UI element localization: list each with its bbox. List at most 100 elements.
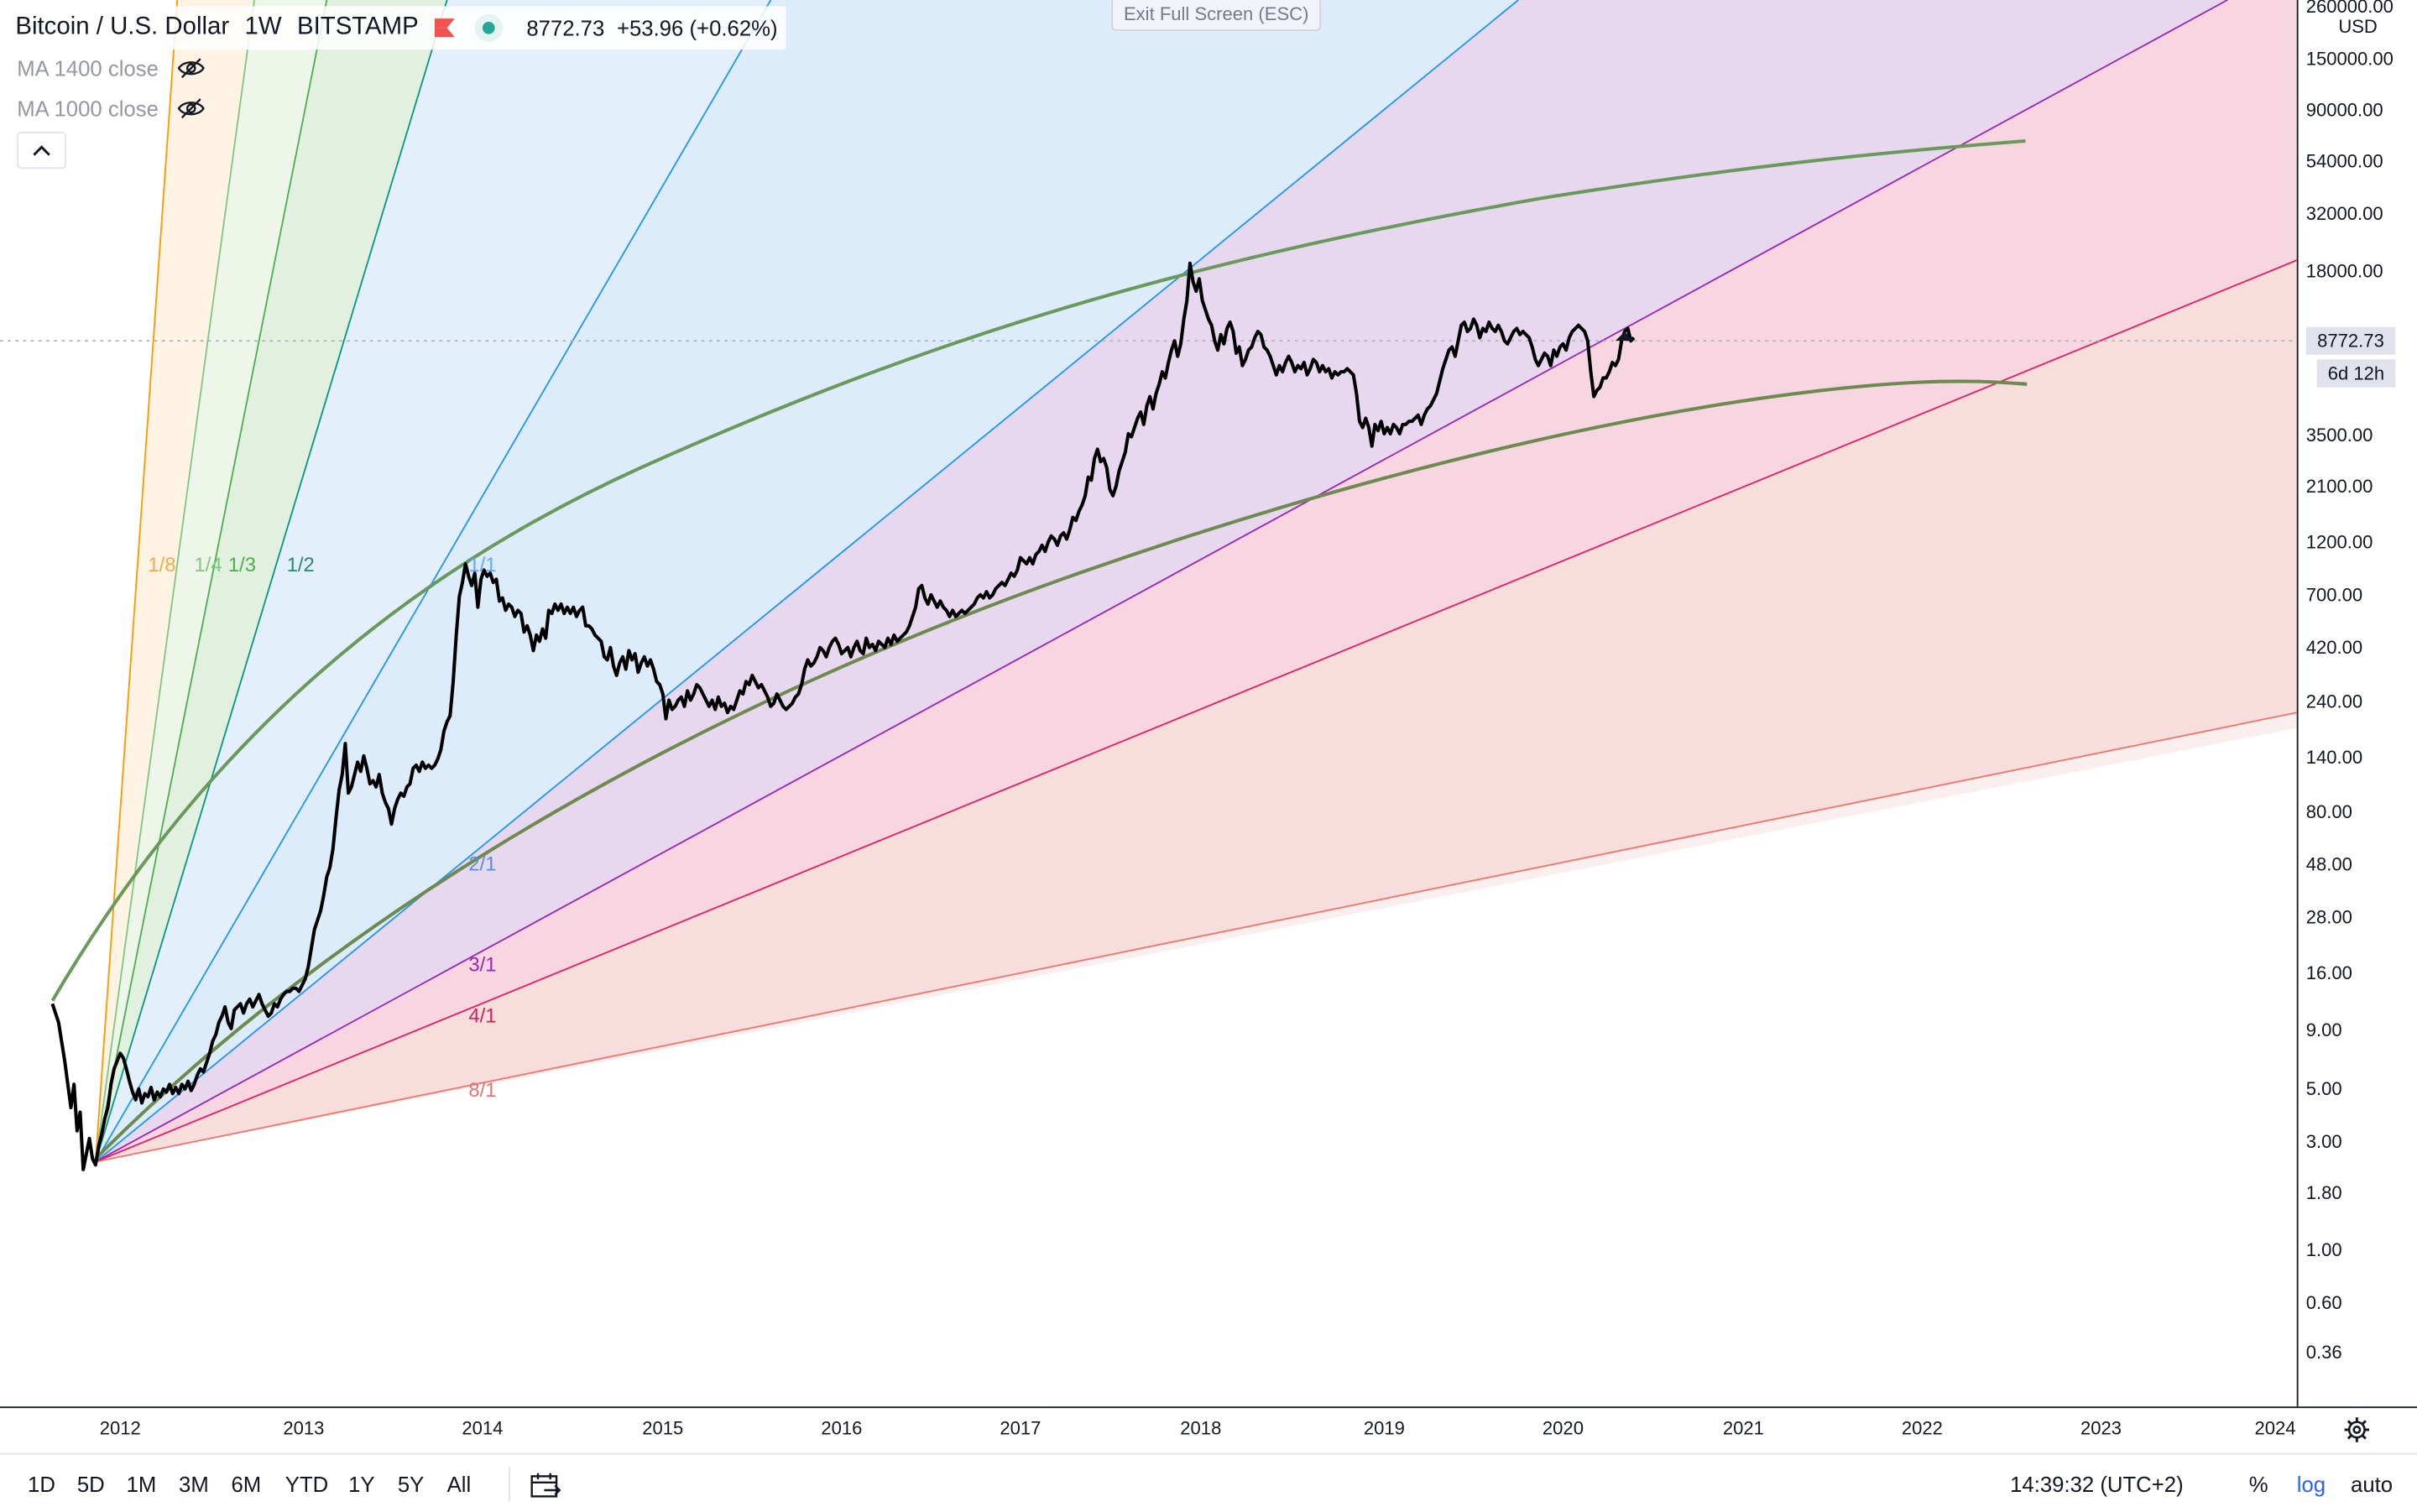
fan-label-8-1: 8/1 <box>468 1077 497 1102</box>
fan-line-1-4 <box>94 0 255 1162</box>
price-tick: 0.36 <box>2305 1341 2342 1363</box>
time-tick: 2016 <box>821 1417 863 1440</box>
time-tick: 2012 <box>99 1417 141 1440</box>
time-tick: 2019 <box>1363 1417 1405 1440</box>
indicator-label: MA 1400 close <box>17 55 159 81</box>
gear-icon[interactable] <box>2343 1416 2371 1443</box>
range-6m-button[interactable]: 6M <box>231 1471 262 1497</box>
bottom-toolbar <box>0 1452 2417 1512</box>
time-tick: 2023 <box>2080 1417 2122 1440</box>
time-tick: 2024 <box>2254 1417 2296 1440</box>
symbol-legend[interactable]: Bitcoin / U.S. Dollar 1W BITSTAMP 8772.7… <box>6 6 787 50</box>
bar-countdown-tag: 6d 12h <box>2316 359 2396 388</box>
indicator-label: MA 1000 close <box>17 96 159 121</box>
price-tick: 18000.00 <box>2305 260 2383 282</box>
exit-fullscreen-button[interactable]: Exit Full Screen (ESC) <box>1111 0 1322 31</box>
fan-line-4-1 <box>95 259 2297 1163</box>
fan-label-3-1: 3/1 <box>468 952 497 977</box>
log-scale-toggle[interactable]: log <box>2296 1471 2326 1497</box>
time-tick: 2021 <box>1722 1417 1764 1440</box>
fan-label-1-1: 1/1 <box>468 553 497 576</box>
currency-label[interactable]: USD <box>2338 15 2378 38</box>
price-tick: 90000.00 <box>2305 99 2383 121</box>
price-tick: 240.00 <box>2305 691 2363 713</box>
price-tick: 54000.00 <box>2305 150 2383 172</box>
range-1y-button[interactable]: 1Y <box>348 1471 375 1497</box>
fan-label-4-1: 4/1 <box>468 1004 497 1027</box>
fan-label-1-2: 1/2 <box>286 553 315 576</box>
percent-scale-toggle[interactable]: % <box>2248 1471 2268 1497</box>
price-tick: 140.00 <box>2305 746 2363 769</box>
price-tick: 1200.00 <box>2305 531 2373 554</box>
fan-zone-3-1 <box>95 0 2297 1162</box>
auto-scale-toggle[interactable]: auto <box>2351 1471 2394 1497</box>
range-ytd-button[interactable]: YTD <box>285 1471 329 1497</box>
price-tick: 150000.00 <box>2305 48 2394 70</box>
price-tick: 80.00 <box>2305 800 2352 823</box>
price-tick: 5.00 <box>2305 1077 2342 1100</box>
current-price-marker <box>1615 331 1634 342</box>
range-5y-button[interactable]: 5Y <box>397 1471 425 1497</box>
time-tick: 2015 <box>642 1417 684 1440</box>
price-change: +53.96 (+0.62%) <box>616 15 778 40</box>
price-axis[interactable] <box>2296 0 2417 1407</box>
price-tick: 48.00 <box>2305 853 2352 876</box>
collapse-legend-button[interactable] <box>17 131 66 169</box>
chart-canvas[interactable] <box>0 0 2297 1406</box>
time-tick: 2018 <box>1180 1417 1222 1440</box>
price-tick: 3.00 <box>2305 1130 2342 1153</box>
eye-off-icon[interactable] <box>177 97 205 119</box>
range-1d-button[interactable]: 1D <box>28 1471 55 1497</box>
flag-icon[interactable] <box>434 18 455 38</box>
price-line <box>50 261 1636 1171</box>
lower-arc <box>94 379 2028 1160</box>
eye-off-icon[interactable] <box>177 57 205 79</box>
indicator-ma-1400[interactable]: MA 1400 close <box>17 55 205 81</box>
fan-line-1-1a <box>95 0 772 1163</box>
toolbar-divider <box>509 1467 510 1501</box>
price-tick: 260000.00 <box>2305 0 2394 18</box>
fan-label-1-4: 1/4 <box>194 553 222 576</box>
fan-line-1-2 <box>94 0 448 1162</box>
upper-arc <box>50 138 2026 1002</box>
time-tick: 2020 <box>1542 1417 1584 1440</box>
time-axis[interactable] <box>0 1406 2417 1454</box>
price-tick: 0.60 <box>2305 1291 2342 1314</box>
price-tick: 3500.00 <box>2305 424 2373 446</box>
chevron-up-icon <box>33 145 50 156</box>
fan-label-1-3: 1/3 <box>227 553 257 576</box>
clock-timezone[interactable]: 14:39:32 (UTC+2) <box>2010 1471 2184 1497</box>
fan-label-1-8: 1/8 <box>148 553 176 576</box>
interval[interactable]: 1W <box>244 13 282 40</box>
last-price: 8772.73 <box>526 15 605 40</box>
fan-line-1-1b <box>95 0 1519 1163</box>
price-tick: 700.00 <box>2305 583 2363 606</box>
price-tick: 1.80 <box>2305 1181 2342 1204</box>
fan-label-2-1: 2/1 <box>468 852 497 876</box>
last-price-tag: 8772.73 <box>2305 326 2396 355</box>
symbol-name[interactable]: Bitcoin / U.S. Dollar <box>15 13 230 40</box>
price-tick: 1.00 <box>2305 1238 2342 1261</box>
price-tick: 16.00 <box>2305 962 2352 984</box>
price-tick: 2100.00 <box>2305 475 2373 498</box>
range-1m-button[interactable]: 1M <box>126 1471 157 1497</box>
fan-line-2-1 <box>95 0 2228 1163</box>
fan-line-1-8 <box>94 0 179 1162</box>
range-5d-button[interactable]: 5D <box>76 1471 105 1497</box>
exchange: BITSTAMP <box>296 13 419 40</box>
price-tick: 28.00 <box>2305 905 2352 928</box>
time-tick: 2014 <box>462 1417 504 1440</box>
price-tick: 9.00 <box>2305 1019 2342 1041</box>
fan-line-1-3 <box>94 0 328 1162</box>
fan-line-8-1 <box>95 712 2297 1163</box>
price-tick: 420.00 <box>2305 636 2363 659</box>
price-tick: 32000.00 <box>2305 202 2383 225</box>
time-tick: 2013 <box>283 1417 325 1440</box>
indicator-ma-1000[interactable]: MA 1000 close <box>17 96 205 121</box>
calendar-goto-icon[interactable] <box>530 1472 561 1499</box>
range-all-button[interactable]: All <box>446 1471 472 1497</box>
range-3m-button[interactable]: 3M <box>179 1471 209 1497</box>
time-tick: 2017 <box>1000 1417 1041 1440</box>
market-status-icon[interactable] <box>473 13 502 42</box>
